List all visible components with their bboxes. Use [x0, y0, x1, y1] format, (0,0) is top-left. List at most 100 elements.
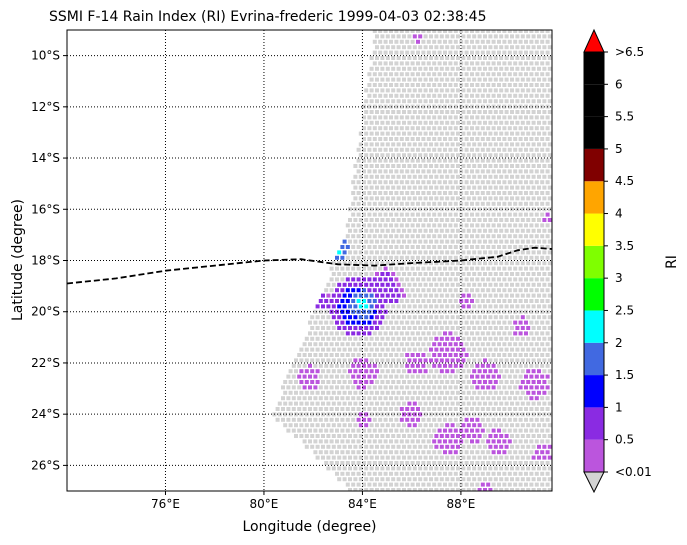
- swath-pixel: [394, 201, 399, 206]
- swath-pixel: [326, 369, 331, 374]
- rain-pixel: [351, 320, 356, 325]
- rain-pixel: [504, 444, 509, 449]
- swath-pixel: [385, 207, 390, 212]
- swath-pixel: [329, 461, 334, 465]
- rain-pixel: [362, 374, 366, 379]
- swath-pixel: [461, 153, 466, 158]
- swath-pixel: [364, 120, 369, 125]
- swath-pixel: [367, 255, 372, 260]
- swath-pixel: [434, 369, 439, 374]
- rain-pixel: [526, 390, 531, 395]
- swath-pixel: [540, 288, 545, 293]
- swath-pixel: [540, 245, 545, 249]
- swath-pixel: [412, 304, 417, 309]
- swath-pixel: [418, 336, 423, 341]
- swath-pixel: [518, 417, 523, 422]
- swath-pixel: [321, 347, 325, 352]
- swath-pixel: [526, 455, 531, 460]
- swath-pixel: [369, 466, 374, 471]
- swath-pixel: [466, 34, 471, 39]
- swath-pixel: [453, 83, 458, 87]
- swath-pixel: [429, 120, 433, 125]
- swath-pixel: [486, 126, 491, 131]
- swath-pixel: [531, 250, 536, 255]
- swath-pixel: [432, 158, 437, 163]
- swath-pixel: [475, 212, 480, 217]
- swath-pixel: [477, 45, 482, 50]
- swath-pixel: [412, 455, 417, 460]
- swath-pixel: [394, 417, 399, 422]
- rain-pixel: [461, 434, 466, 438]
- rain-pixel: [545, 212, 550, 217]
- swath-pixel: [367, 83, 372, 87]
- swath-pixel: [429, 218, 433, 222]
- swath-pixel: [410, 471, 415, 476]
- rain-pixel: [329, 299, 334, 303]
- rain-pixel: [524, 374, 528, 379]
- rain-pixel: [358, 380, 363, 384]
- swath-pixel: [483, 466, 487, 471]
- swath-pixel: [497, 407, 501, 411]
- swath-pixel: [488, 390, 493, 395]
- rain-pixel: [547, 444, 552, 449]
- swath-pixel: [396, 196, 401, 201]
- swath-pixel: [389, 147, 393, 152]
- swath-pixel: [324, 363, 329, 368]
- swath-pixel: [483, 282, 487, 287]
- swath-pixel: [348, 444, 352, 449]
- swath-pixel: [520, 250, 525, 255]
- swath-pixel: [416, 396, 420, 401]
- swath-pixel: [394, 234, 399, 239]
- swath-pixel: [493, 34, 498, 39]
- swath-pixel: [367, 212, 372, 217]
- swath-pixel: [362, 353, 366, 357]
- swath-pixel: [504, 142, 509, 147]
- swath-pixel: [391, 99, 396, 104]
- swath-pixel: [329, 374, 334, 379]
- swath-pixel: [385, 142, 390, 147]
- rain-pixel: [450, 423, 455, 428]
- swath-pixel: [396, 110, 401, 114]
- swath-pixel: [345, 342, 350, 347]
- swath-pixel: [383, 30, 388, 33]
- swath-pixel: [472, 174, 477, 179]
- swath-pixel: [302, 417, 307, 422]
- swath-pixel: [426, 482, 431, 487]
- swath-pixel: [504, 99, 509, 104]
- swath-pixel: [443, 39, 447, 44]
- swath-pixel: [477, 455, 482, 460]
- swath-pixel: [483, 34, 487, 39]
- swath-pixel: [358, 444, 363, 449]
- rain-pixel: [448, 439, 453, 444]
- swath-pixel: [340, 461, 345, 465]
- swath-pixel: [418, 401, 423, 406]
- swath-pixel: [342, 380, 347, 384]
- swath-pixel: [439, 56, 444, 60]
- swath-pixel: [461, 477, 466, 482]
- swath-pixel: [358, 185, 363, 190]
- swath-pixel: [407, 239, 412, 244]
- swath-pixel: [410, 439, 415, 444]
- rain-pixel: [362, 363, 366, 368]
- swath-pixel: [356, 191, 361, 195]
- swath-pixel: [515, 282, 520, 287]
- rain-pixel: [351, 374, 356, 379]
- swath-pixel: [477, 164, 482, 168]
- swath-pixel: [502, 191, 507, 195]
- swath-pixel: [351, 450, 356, 455]
- swath-pixel: [402, 228, 406, 233]
- swath-pixel: [493, 423, 498, 428]
- swath-pixel: [385, 185, 390, 190]
- swath-pixel: [507, 137, 512, 141]
- rain-pixel: [345, 320, 350, 325]
- swath-pixel: [459, 126, 464, 131]
- swath-pixel: [329, 342, 334, 347]
- swath-pixel: [486, 471, 491, 476]
- swath-pixel: [364, 477, 369, 482]
- swath-pixel: [391, 304, 396, 309]
- swath-pixel: [491, 471, 496, 476]
- swath-pixel: [461, 174, 466, 179]
- swath-pixel: [367, 342, 372, 347]
- swath-pixel: [456, 423, 460, 428]
- swath-pixel: [372, 234, 377, 239]
